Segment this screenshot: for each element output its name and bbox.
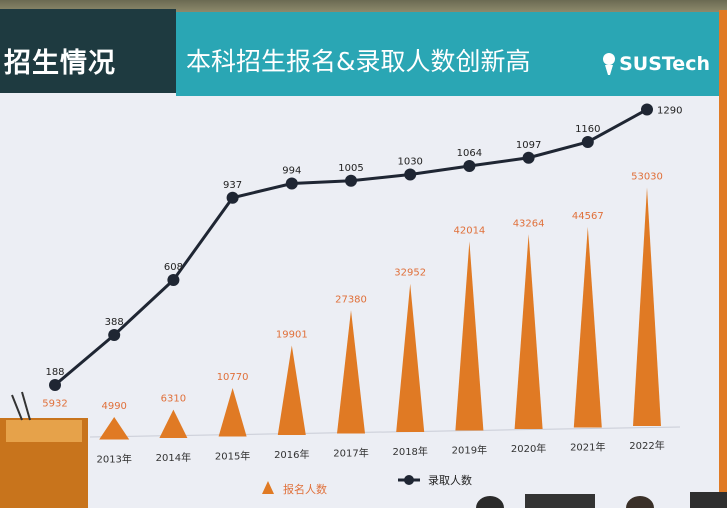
application-bar: [514, 234, 543, 429]
admission-value-label: 1064: [457, 148, 482, 159]
title-band: 本科招生报名&录取人数创新高 SUSTech: [176, 12, 720, 96]
application-bar: [277, 345, 306, 435]
application-value-label: 53030: [631, 171, 663, 182]
admission-value-label: 1290: [657, 106, 682, 117]
admission-point: [522, 151, 535, 164]
legend-triangle-icon: [262, 481, 274, 494]
x-tick-label: 2022年: [629, 439, 664, 452]
ceiling-photo-strip: [0, 0, 727, 12]
admission-value-label: 608: [164, 262, 183, 273]
x-tick-label: 2014年: [156, 451, 191, 464]
application-bar: [218, 388, 247, 437]
application-value-label: 44567: [572, 211, 604, 222]
admission-point: [49, 379, 61, 391]
application-bar: [337, 310, 365, 434]
microphone: [21, 391, 31, 421]
application-bar: [99, 417, 130, 440]
admission-value-label: 1160: [575, 124, 600, 135]
legend-point-icon: [404, 475, 414, 485]
application-value-label: 43264: [513, 218, 545, 229]
x-tick-label: 2017年: [333, 447, 368, 460]
podium-top: [6, 420, 82, 442]
legend-applications: 报名人数: [283, 482, 327, 496]
admission-value-label: 1030: [397, 157, 422, 168]
x-tick-label: 2016年: [274, 448, 309, 461]
admission-value-label: 188: [45, 367, 64, 378]
torch-icon: [603, 53, 616, 75]
application-value-label: 42014: [453, 225, 485, 236]
x-tick-label: 2019年: [452, 444, 487, 457]
x-tick-label: 2015年: [215, 450, 250, 463]
x-tick-label: 2020年: [511, 442, 546, 455]
microphone: [11, 394, 23, 421]
section-title: 招生情况: [4, 48, 116, 79]
admission-point: [226, 191, 239, 204]
x-tick-label: 2021年: [570, 441, 605, 454]
x-tick-label: 2013年: [96, 453, 131, 466]
admission-value-label: 388: [105, 317, 124, 328]
admission-point: [463, 160, 476, 172]
application-bar: [455, 241, 484, 431]
x-axis: [89, 426, 681, 438]
admission-value-label: 937: [223, 180, 242, 191]
admission-point: [108, 329, 121, 341]
admission-point: [641, 103, 653, 116]
admission-point: [581, 136, 594, 148]
section-band: 招生情况: [0, 9, 176, 93]
application-bar: [573, 226, 602, 428]
x-tick-label: 2018年: [392, 445, 427, 458]
application-value-label: 27380: [335, 294, 367, 305]
logo-text: SUSTech: [619, 53, 710, 75]
admission-value-label: 1005: [338, 163, 363, 174]
application-value-label: 5932: [42, 398, 67, 409]
application-value-label: 19901: [276, 329, 308, 340]
admission-point: [345, 174, 357, 187]
admission-point: [285, 177, 298, 190]
application-bar: [159, 409, 188, 438]
admission-value-label: 994: [282, 166, 301, 177]
audience-heads: [476, 492, 727, 508]
application-value-label: 10770: [217, 372, 249, 383]
application-bar: [396, 283, 425, 432]
admission-point: [404, 168, 417, 181]
application-value-label: 32952: [394, 268, 426, 279]
admission-value-label: 1097: [516, 140, 541, 151]
admission-point: [167, 274, 180, 286]
legend-admissions: 录取人数: [428, 474, 472, 487]
sustech-logo: SUSTech: [601, 52, 710, 76]
slide-title: 本科招生报名&录取人数创新高: [186, 47, 531, 76]
application-bar: [633, 187, 661, 426]
application-value-label: 6310: [161, 394, 186, 405]
screen-edge: [719, 10, 727, 508]
application-value-label: 4990: [101, 401, 126, 412]
